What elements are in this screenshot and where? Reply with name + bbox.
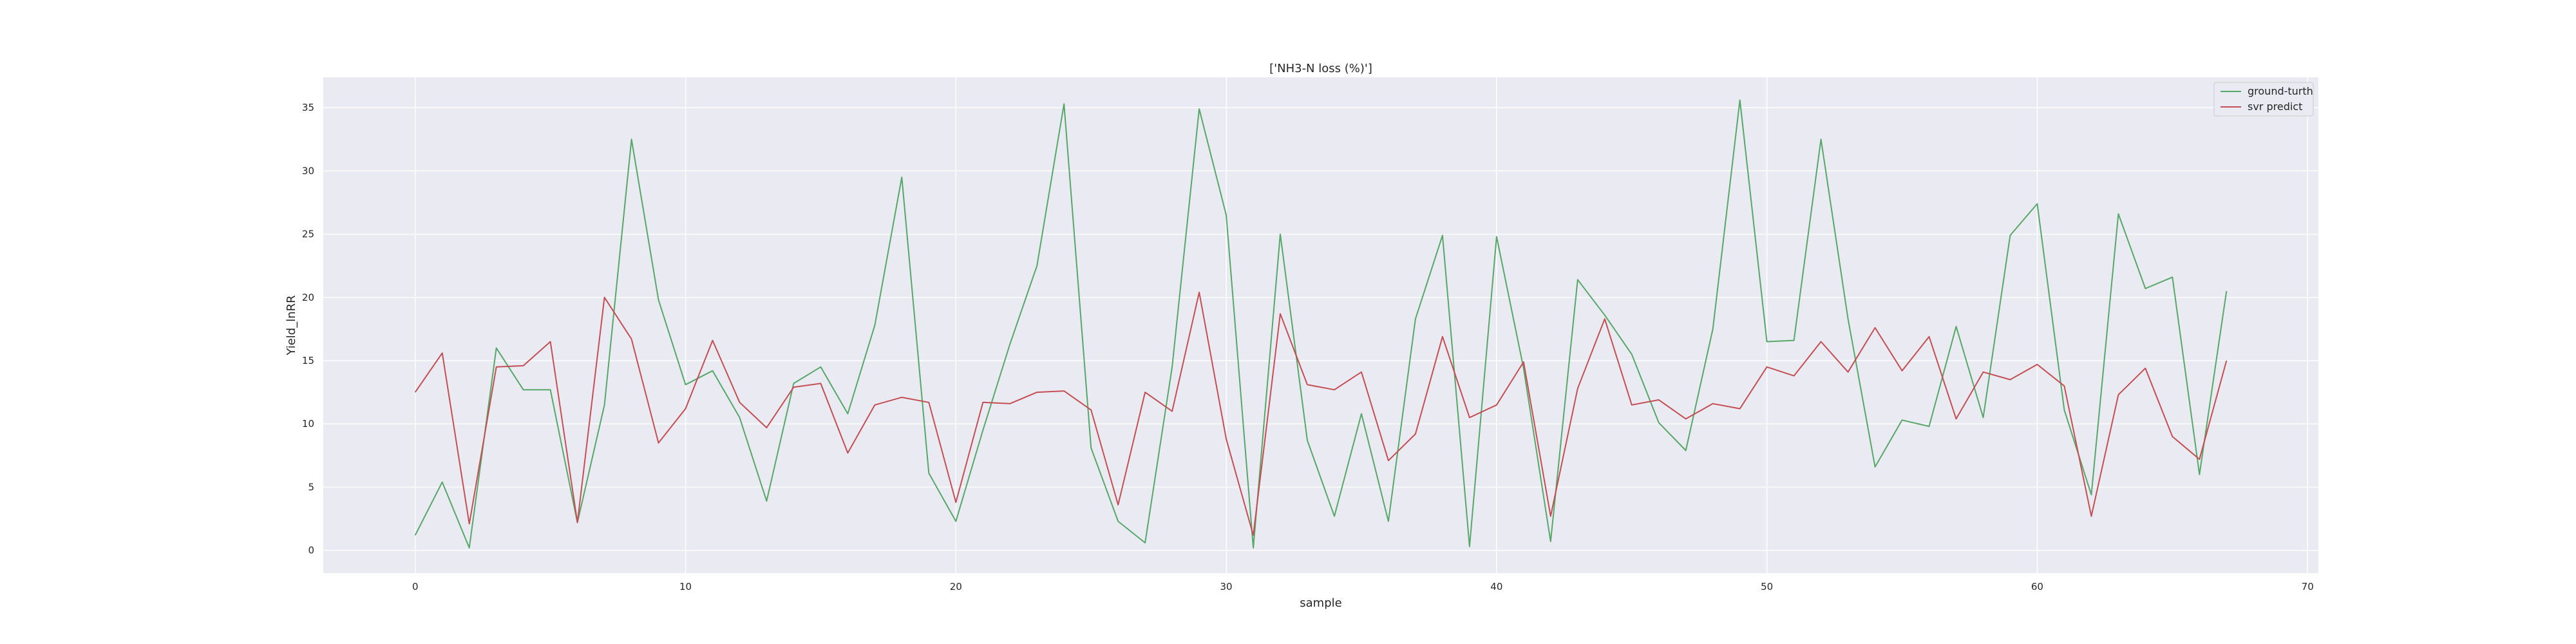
chart-title: ['NH3-N loss (%)'] <box>1269 62 1372 75</box>
tick-labels: 0 10 20 30 40 50 60 70 0 5 10 15 20 25 30 35 <box>302 102 2314 592</box>
legend: ground-turth svr predict <box>2213 82 2314 117</box>
x-tick-label: 60 <box>2031 581 2043 592</box>
y-axis-label: Yield_lnRR <box>285 295 298 355</box>
y-tick-label: 5 <box>308 481 314 493</box>
plot-area <box>323 77 2318 573</box>
y-tick-label: 30 <box>302 165 314 176</box>
grid-lines <box>323 77 2318 573</box>
x-tick-label: 50 <box>1761 581 1773 592</box>
y-tick-label: 20 <box>302 292 314 303</box>
y-tick-label: 25 <box>302 229 314 240</box>
y-tick-label: 0 <box>308 545 314 556</box>
x-tick-label: 70 <box>2302 581 2314 592</box>
y-tick-label: 10 <box>302 418 314 430</box>
series-line-ground-turth <box>414 99 2228 549</box>
x-axis-label: sample <box>1300 596 1341 610</box>
legend-label-ground-truth: ground-turth <box>2248 85 2313 97</box>
legend-label-svr-predict: svr predict <box>2248 100 2302 113</box>
y-tick-label: 35 <box>302 102 314 113</box>
series-lines <box>414 99 2228 549</box>
y-tick-label: 15 <box>302 355 314 366</box>
x-tick-label: 0 <box>412 581 419 592</box>
x-tick-label: 30 <box>1220 581 1233 592</box>
series-line-svr-predict <box>414 291 2228 536</box>
x-tick-label: 20 <box>950 581 962 592</box>
x-tick-label: 10 <box>679 581 692 592</box>
x-tick-label: 40 <box>1490 581 1502 592</box>
